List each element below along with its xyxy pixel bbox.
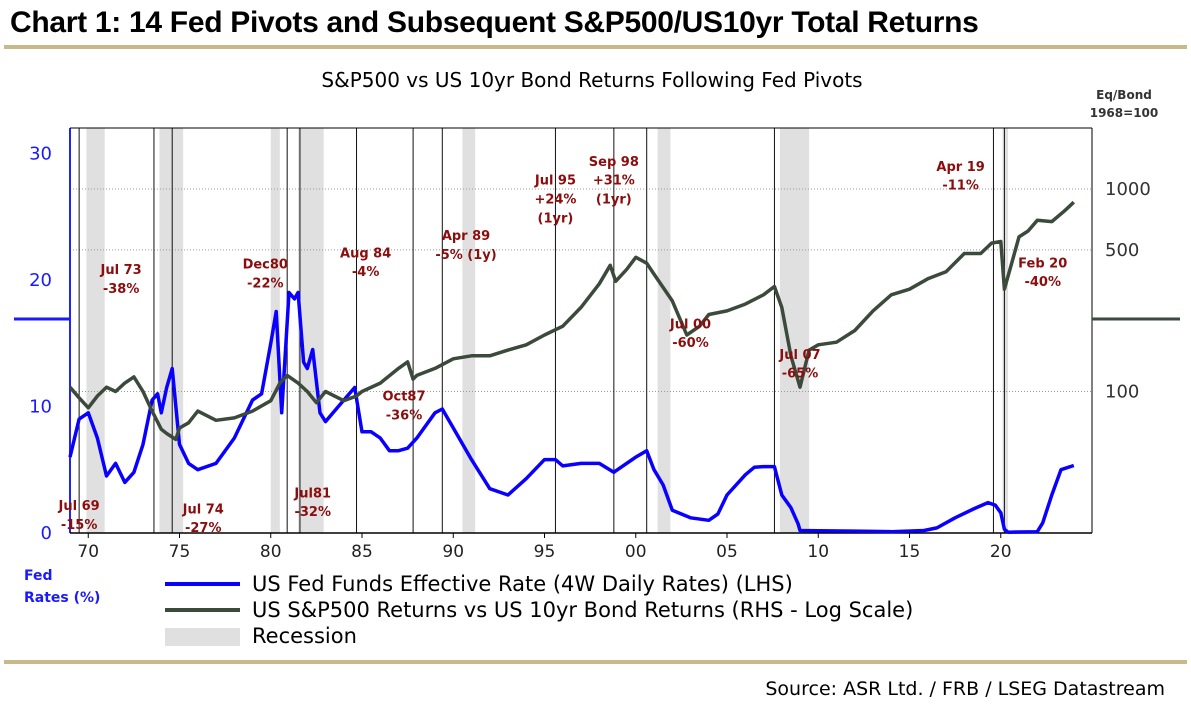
legend-swatch-recession <box>165 628 240 646</box>
pivot-annotation: Oct87 -36% <box>382 390 425 424</box>
x-tick-label: 15 <box>899 542 921 562</box>
x-tick-label: 20 <box>990 542 1012 562</box>
pivot-annotation: Apr 89 -5% (1y) <box>435 229 496 263</box>
left-tick-label: 20 <box>29 270 52 291</box>
right-axis-label-2: 1968=100 <box>1090 106 1159 120</box>
pivot-annotation: Aug 84 -4% <box>340 246 391 280</box>
pivot-annotation-line: Jul 74 <box>182 502 224 517</box>
page-title: Chart 1: 14 Fed Pivots and Subsequent S&… <box>10 6 979 39</box>
x-tick-label: 10 <box>807 542 829 562</box>
pivot-annotation-line: Jul 07 <box>778 348 820 363</box>
source-note: Source: ASR Ltd. / FRB / LSEG Datastream <box>765 678 1165 700</box>
pivot-annotation: Jul 95 +24% (1yr) <box>534 174 577 227</box>
pivot-annotation-line: -60% <box>672 336 709 351</box>
series-lines <box>68 200 1075 534</box>
pivot-annotation-line: Feb 20 <box>1018 256 1067 271</box>
recession-band <box>159 128 184 533</box>
x-tick-label: 85 <box>351 542 373 562</box>
pivot-annotation-line: Jul 69 <box>58 499 100 514</box>
pivot-annotation: Apr 19 -11% <box>936 160 984 194</box>
pivot-annotation-line: Jul81 <box>293 486 331 501</box>
recession-band <box>270 128 280 533</box>
left-axis-label-2: Rates (%) <box>24 590 100 606</box>
pivot-annotation-line: (1yr) <box>538 211 574 226</box>
plot-frame <box>14 127 1180 534</box>
right-axis-label-1: Eq/Bond <box>1096 88 1152 102</box>
pivot-annotation-line: -38% <box>103 282 140 297</box>
legend-label-ratio: US S&P500 Returns vs US 10yr Bond Return… <box>252 598 913 622</box>
left-axis-label-1: Fed <box>24 568 53 584</box>
pivot-annotation: Jul 00 -60% <box>669 317 711 351</box>
pivot-annotation: Jul 07 -65% <box>778 348 820 382</box>
legend-label-fed: US Fed Funds Effective Rate (4W Daily Ra… <box>252 572 793 596</box>
pivot-annotation-line: Apr 89 <box>442 229 490 244</box>
recession-band <box>657 128 671 533</box>
pivot-annotation: Dec80 -22% <box>243 257 288 291</box>
pivot-annotation-line: +31% <box>593 174 635 189</box>
pivot-annotation-line: -11% <box>942 179 979 194</box>
recession-band <box>86 128 105 533</box>
x-tick-label: 90 <box>442 542 464 562</box>
grid-lines <box>70 188 1092 392</box>
top-divider <box>4 45 1187 49</box>
recession-band <box>462 128 476 533</box>
left-tick-label: 0 <box>41 523 52 544</box>
pivot-annotation: Jul 69 -15% <box>58 499 100 533</box>
pivot-annotation-line: -36% <box>386 409 423 424</box>
legend-label-recession: Recession <box>252 624 357 648</box>
pivot-annotation-line: -4% <box>352 265 379 280</box>
pivot-annotation-line: Jul 95 <box>534 174 576 189</box>
pivot-annotation-line: -5% (1y) <box>435 248 496 263</box>
pivot-annotation-line: Oct87 <box>382 390 425 405</box>
right-tick-label: 500 <box>1105 240 1139 261</box>
pivot-annotation-line: Jul 73 <box>100 263 142 278</box>
x-tick-label: 00 <box>625 542 647 562</box>
pivot-annotation-line: -22% <box>247 276 284 291</box>
pivot-annotation-line: -65% <box>782 367 819 382</box>
pivot-annotation: Feb 20 -40% <box>1018 256 1067 290</box>
axis-ticks: 70 75 80 85 90 95 00 05 10 15 20 0 10 20 30 100 500 1000 <box>29 143 1151 562</box>
right-tick-label: 100 <box>1105 381 1139 402</box>
right-tick-label: 1000 <box>1105 179 1151 200</box>
pivot-annotation-line: -27% <box>185 521 222 536</box>
pivot-annotation-line: -32% <box>294 505 331 520</box>
pivot-annotation-line: Apr 19 <box>936 160 984 175</box>
recession-band <box>1002 128 1009 533</box>
pivot-lines <box>78 128 1005 533</box>
pivot-annotation-line: -40% <box>1024 275 1061 290</box>
series-eq-bond-ratio <box>68 200 1075 442</box>
x-tick-label: 95 <box>534 542 556 562</box>
pivot-annotation: Jul 73 -38% <box>100 263 142 297</box>
pivot-annotation: Jul81 -32% <box>293 486 331 520</box>
left-tick-label: 30 <box>29 143 52 164</box>
bottom-divider <box>4 660 1187 664</box>
pivot-annotation-line: Jul 00 <box>669 317 711 332</box>
chart-title: S&P500 vs US 10yr Bond Returns Following… <box>321 68 862 92</box>
recession-bands <box>86 128 1009 533</box>
pivot-annotation: Sep 98 +31% (1yr) <box>589 155 639 208</box>
x-tick-label: 05 <box>716 542 738 562</box>
legend: US Fed Funds Effective Rate (4W Daily Ra… <box>165 572 913 648</box>
x-tick-label: 75 <box>169 542 191 562</box>
x-tick-label: 70 <box>77 542 99 562</box>
pivot-annotation-line: Aug 84 <box>340 246 391 261</box>
pivot-annotation-line: -15% <box>61 518 98 533</box>
pivot-annotation-line: (1yr) <box>596 193 632 208</box>
series-fed-funds <box>68 290 1075 534</box>
left-tick-label: 10 <box>29 396 52 417</box>
pivot-annotations: Jul 69 -15% Jul 73 -38% Jul 74 -27% Dec80 -22% J… <box>58 155 1068 536</box>
pivot-annotation: Jul 74 -27% <box>182 502 224 536</box>
x-tick-label: 80 <box>260 542 282 562</box>
pivot-annotation-line: Sep 98 <box>589 155 639 170</box>
pivot-annotation-line: +24% <box>534 193 576 208</box>
pivot-annotation-line: Dec80 <box>243 257 288 272</box>
